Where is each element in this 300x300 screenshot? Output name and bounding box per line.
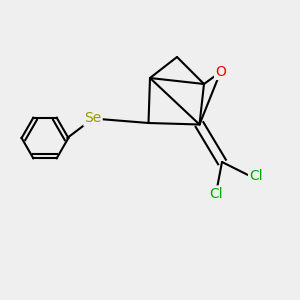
Text: Cl: Cl (209, 187, 223, 200)
Text: Se: Se (84, 112, 102, 125)
Text: Cl: Cl (249, 169, 262, 182)
Text: O: O (215, 65, 226, 79)
